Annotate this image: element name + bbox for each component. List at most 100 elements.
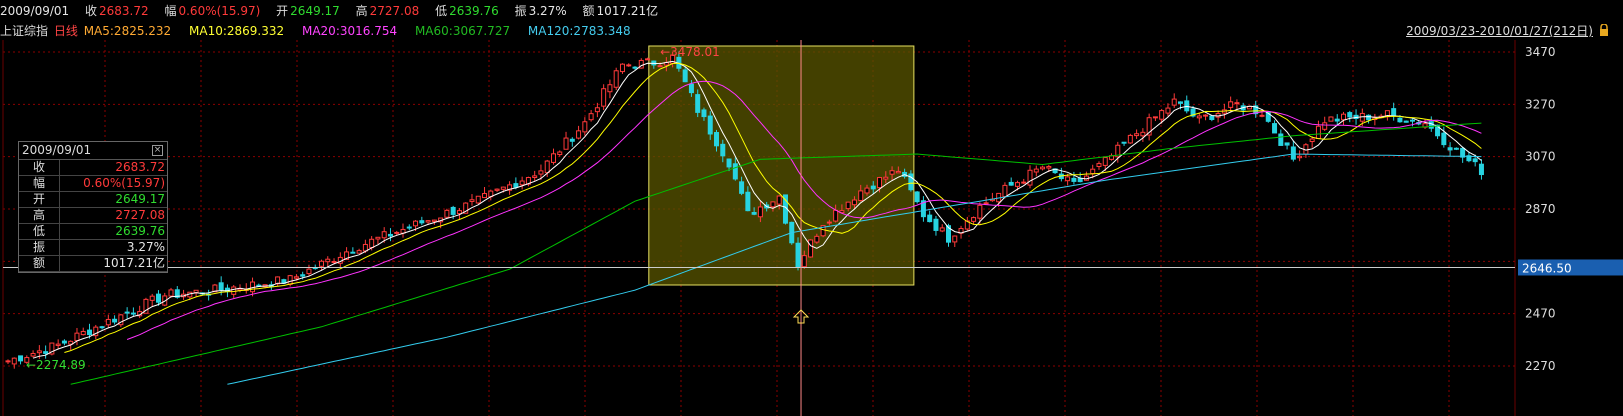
candle-body — [1428, 121, 1434, 129]
crosshair-price-label: 2646.50 — [1522, 261, 1572, 275]
ma10-readout: MA10:2869.332 — [189, 24, 285, 38]
infobox-change-label: 幅 — [19, 175, 60, 192]
candle-body — [720, 143, 726, 157]
candle-body — [431, 219, 437, 222]
candle-body — [1002, 184, 1008, 198]
index-name[interactable]: 上证综指 — [0, 24, 49, 38]
candle-body — [507, 184, 513, 191]
candle-body — [218, 282, 224, 291]
infobox-low-label: 低 — [19, 223, 60, 240]
candle-body — [576, 130, 582, 139]
quote-header: 2009/09/01 收 2683.72 幅 0.60%(15.97) 开 2649.… — [0, 0, 1623, 22]
candle-body — [49, 342, 55, 355]
amplitude-label: 振 — [514, 4, 527, 18]
candle-body — [1253, 105, 1259, 115]
candle-body — [1140, 131, 1146, 137]
infobox-low: 2639.76 — [59, 223, 167, 240]
candle-body — [350, 251, 356, 254]
candle-body — [883, 176, 889, 180]
candle-body — [1341, 113, 1347, 121]
candle-body — [1203, 114, 1209, 117]
candle-body — [895, 170, 901, 174]
candle-body — [319, 260, 324, 267]
candle-body — [43, 351, 49, 354]
candle-body — [939, 227, 945, 232]
candle-body — [1033, 168, 1039, 173]
candle-body — [519, 180, 525, 186]
candle-body — [726, 158, 732, 168]
candle-body — [344, 251, 350, 260]
ma60-line — [70, 122, 1482, 385]
candle-body — [1146, 117, 1152, 136]
selection-box — [648, 45, 915, 286]
candle-body — [168, 289, 174, 297]
close-value: 2683.72 — [99, 4, 149, 18]
candle-body — [770, 201, 776, 208]
candle-body — [814, 235, 820, 243]
amount-value: 1017.21亿 — [596, 4, 659, 18]
candlestick-chart[interactable]: ←3478.01 ←2274.89 2270 2470 2870 3070 3270 347… — [0, 40, 1623, 416]
candle-body — [569, 138, 575, 142]
candle-body — [845, 201, 851, 210]
period-label[interactable]: 日线 — [53, 24, 78, 38]
candle-body — [613, 70, 619, 88]
candle-body — [331, 260, 337, 263]
candle-body — [375, 236, 381, 240]
infobox-amp: 3.27% — [59, 239, 167, 256]
close-icon[interactable]: × — [152, 145, 163, 156]
candle-body — [112, 318, 118, 323]
candle-body — [946, 225, 951, 243]
candle-body — [306, 268, 312, 275]
indicator-bar: 上证综指 日线 MA5:2825.232 MA10:2869.332 MA20:… — [0, 22, 1623, 40]
candle-body — [833, 209, 839, 222]
candle-body — [1297, 155, 1303, 159]
infobox-amount-label: 额 — [19, 255, 60, 272]
candle-body — [870, 185, 876, 190]
ma10-line — [64, 62, 1482, 353]
candle-body — [550, 153, 556, 163]
price-axis: 2270 2470 2870 3070 3270 3470 2646.50 — [1518, 45, 1623, 373]
candle-body — [538, 170, 544, 175]
candle-body — [1278, 133, 1284, 146]
infobox-date: 2009/09/01 — [22, 143, 92, 157]
lock-icon[interactable] — [1599, 24, 1609, 36]
candle-body — [130, 312, 136, 315]
candle-body — [1159, 110, 1165, 120]
candle-body — [500, 186, 506, 190]
candle-body — [776, 195, 782, 205]
price-tick-label: 3270 — [1525, 97, 1556, 111]
chart-overlay: ←3478.01 ←2274.89 — [3, 40, 1515, 416]
ma5-readout: MA5:2825.232 — [83, 24, 172, 38]
candle-body — [1008, 181, 1014, 186]
candle-body — [1121, 141, 1127, 144]
candle-body — [61, 340, 67, 344]
candle-body — [362, 243, 368, 252]
date-range[interactable]: 2009/03/23-2010/01/27(212日) — [1406, 24, 1593, 38]
candle-body — [971, 217, 977, 222]
candle-body — [36, 350, 42, 354]
candle-body — [24, 357, 30, 363]
candle-body — [1265, 112, 1271, 122]
candle-body — [927, 214, 933, 223]
candle-body — [1441, 132, 1447, 146]
candle-body — [1046, 166, 1052, 169]
candle-body — [908, 173, 914, 191]
candle-body — [1322, 122, 1328, 130]
candle-body — [1196, 115, 1202, 119]
price-tick-label: 3070 — [1525, 150, 1556, 164]
candle-body — [413, 220, 419, 227]
ma120-readout: MA120:2783.348 — [527, 24, 631, 38]
candle-body — [149, 295, 155, 301]
candle-body — [1472, 158, 1478, 163]
candle-body — [952, 235, 958, 243]
candle-body — [1435, 124, 1441, 137]
candle-body — [594, 107, 600, 113]
quote-infobox[interactable]: 2009/09/01 × 收 2683.72 幅 0.60%(15.97) 开 264… — [18, 141, 168, 273]
candle-body — [1134, 133, 1140, 137]
candle-body — [983, 202, 989, 205]
candle-body — [394, 231, 400, 234]
high-label: 高 — [355, 4, 368, 18]
high-value: 2727.08 — [369, 4, 420, 18]
candle-body — [450, 206, 456, 215]
candle-body — [645, 58, 651, 61]
